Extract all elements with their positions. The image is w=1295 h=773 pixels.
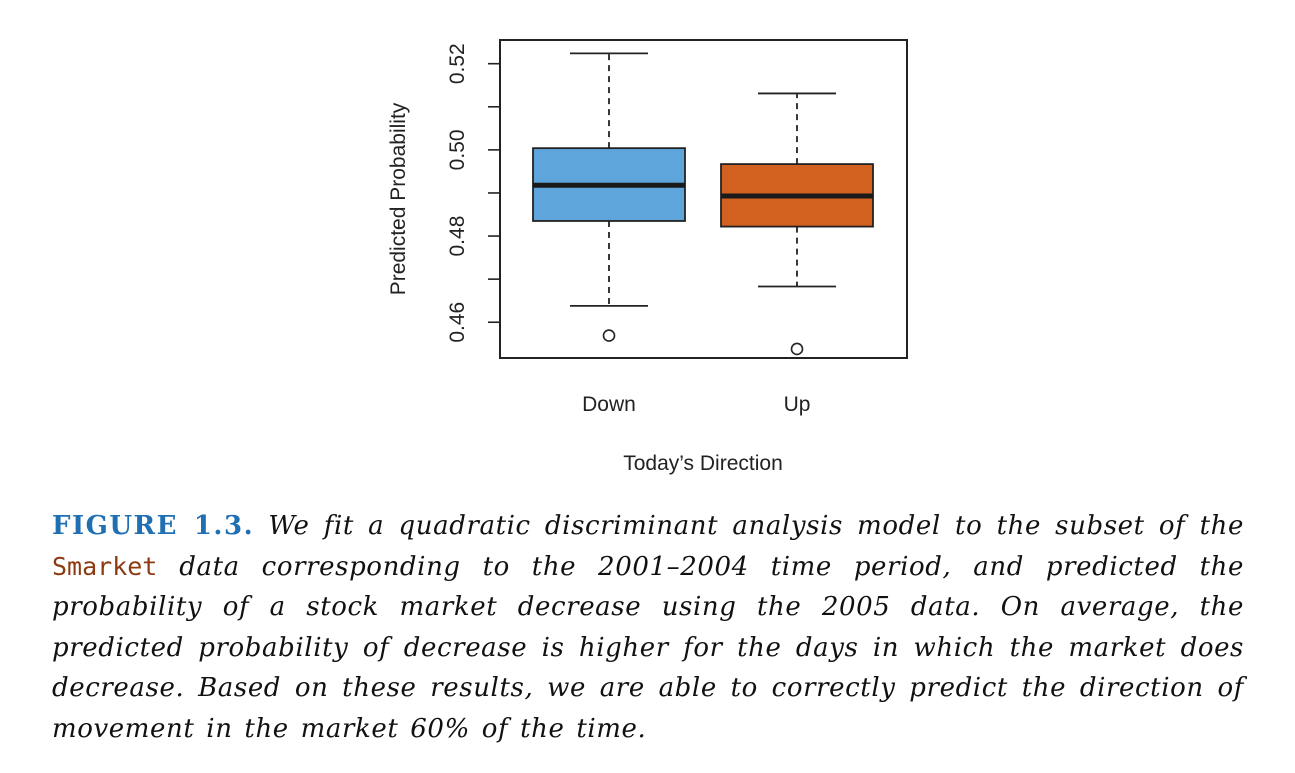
plot-frame <box>499 39 908 359</box>
x-tick-label: Down <box>582 393 636 416</box>
y-tick-label: 0.46 <box>446 302 469 343</box>
box-down <box>532 52 686 342</box>
outlier-point <box>602 329 616 342</box>
outlier-point <box>790 342 804 356</box>
y-tick-label: 0.52 <box>446 43 469 84</box>
y-axis: 0.46 0.48 0.50 0.52 <box>446 43 500 343</box>
boxes <box>532 52 874 356</box>
figure-caption: FIGURE 1.3. We fit a quadratic discrimin… <box>52 506 1244 749</box>
caption-code: Smarket <box>52 551 158 581</box>
figure-label: FIGURE 1.3. <box>52 511 255 541</box>
y-axis-label: Predicted Probability <box>387 102 410 295</box>
x-axis: Down Up <box>582 393 810 416</box>
caption-text-2: data corresponding to the 2001–2004 time… <box>52 551 1244 744</box>
y-tick-label: 0.48 <box>446 216 469 257</box>
y-tick-label: 0.50 <box>446 129 469 170</box>
x-axis-label: Today’s Direction <box>623 452 783 475</box>
caption-text-1: We fit a quadratic discriminant analysis… <box>254 511 1244 541</box>
box-plot: 0.46 0.48 0.50 0.52 Down Up Predicted Probab… <box>387 39 908 475</box>
x-tick-label: Up <box>784 393 811 416</box>
box-up <box>720 92 874 356</box>
